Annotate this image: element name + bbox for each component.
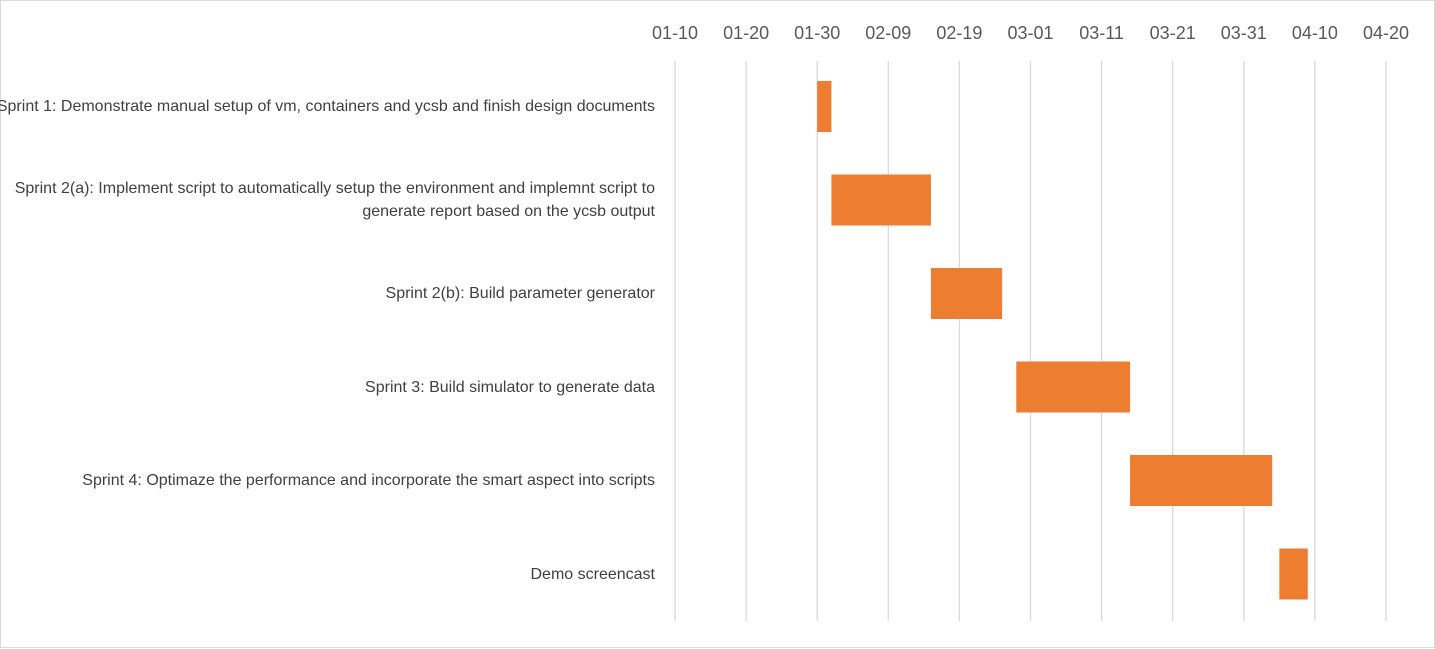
x-tick-label: 02-09 (865, 23, 911, 43)
task-bar (1279, 548, 1308, 600)
x-tick-label: 01-10 (652, 23, 698, 43)
x-tick-label: 03-11 (1079, 23, 1124, 43)
x-tick-label: 02-19 (936, 23, 982, 43)
task-label: Sprint 2(b): Build parameter generator (385, 285, 655, 302)
grid-lines (674, 61, 1387, 621)
task-bar (930, 268, 1003, 319)
x-tick-label: 04-10 (1292, 23, 1338, 43)
task-label: Sprint 3: Build simulator to generate da… (365, 378, 655, 396)
x-tick-label: 03-01 (1007, 23, 1053, 43)
x-tick-label: 03-31 (1221, 23, 1267, 43)
x-tick-label: 04-20 (1363, 23, 1409, 43)
x-tick-label: 03-21 (1150, 23, 1196, 43)
x-tick-label: 01-20 (723, 23, 769, 43)
task-bar (1016, 361, 1131, 413)
x-axis-ticks: 01-10 01-20 01-30 02-09 02-19 03-01 03-11 03-21… (652, 23, 1409, 43)
task-label: Demo screencast (530, 565, 656, 583)
task-bar (817, 81, 832, 132)
x-tick-label: 01-30 (794, 23, 840, 43)
task-label: Sprint 1: Demonstrate manual setup of vm… (0, 98, 655, 115)
task-bar (1130, 455, 1273, 506)
task-bar (831, 174, 931, 226)
task-label: Sprint 2(a): Implement script to automat… (14, 180, 655, 220)
task-bars (817, 81, 1308, 600)
task-label: Sprint 4: Optimaze the performance and i… (82, 472, 655, 489)
